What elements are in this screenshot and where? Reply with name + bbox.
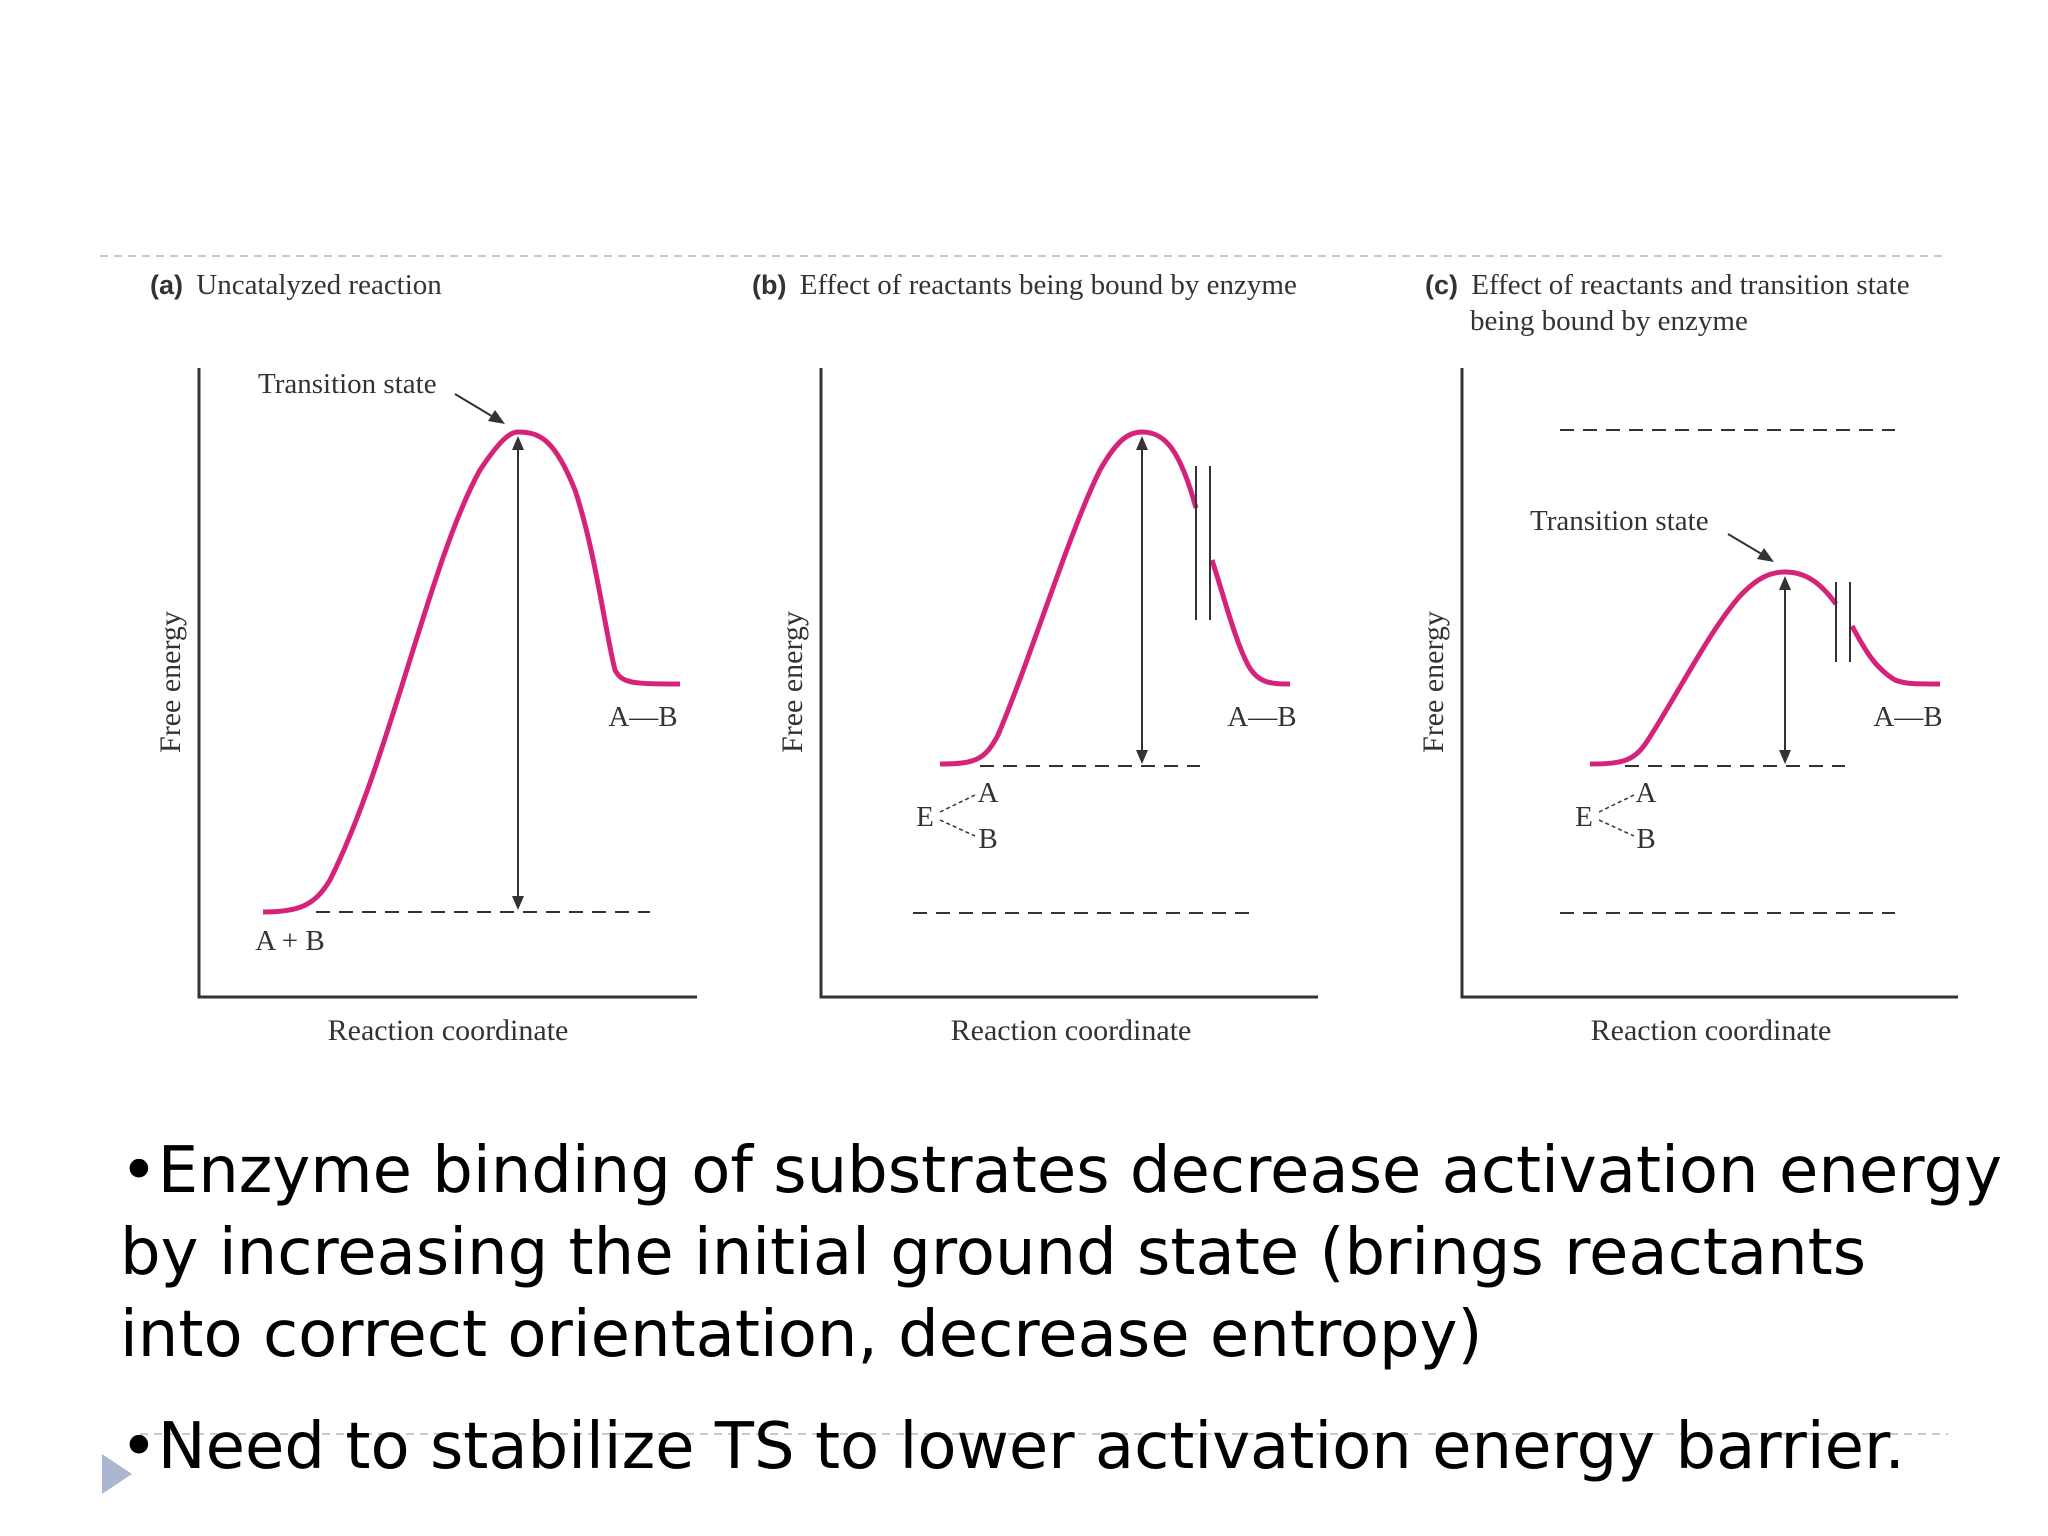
- slide-arrow-icon: [102, 1454, 132, 1494]
- panel-b-complex-bond: [939, 819, 976, 837]
- panel-a-x-axis-label: Reaction coordinate: [328, 1014, 569, 1047]
- panel-b-x-axis-label: Reaction coordinate: [951, 1014, 1192, 1047]
- panel-c-x-axis-label: Reaction coordinate: [1591, 1014, 1832, 1047]
- panel-b-y-axis-label: Free energy: [776, 611, 809, 753]
- panel-c-transition-pointer-head: [1757, 548, 1774, 562]
- panel-b-complex-e: E: [916, 801, 934, 833]
- panel-b-title: (b) Effect of reactants being bound by e…: [752, 269, 1297, 301]
- panel-c-arrow-head-down: [1779, 750, 1791, 764]
- panel-a-transition-pointer: [454, 393, 496, 419]
- panel-c-complex-e: E: [1575, 801, 1593, 833]
- panel-a-transition-pointer-head: [488, 410, 505, 424]
- panel-b-complex-bond: [939, 794, 976, 813]
- panel-b-energy-curve: [939, 429, 1199, 767]
- panel-b: (b) Effect of reactants being bound by e…: [752, 269, 1318, 1047]
- panel-c-energy-curve: [1589, 569, 1839, 767]
- panel-b-complex-a: A: [978, 777, 999, 809]
- panel-c-complex-a: A: [1636, 777, 1657, 809]
- panel-b-arrow-head-down: [1136, 750, 1148, 764]
- panel-a-title: (a) Uncatalyzed reaction: [150, 269, 442, 301]
- panel-a-reactant-label: A + B: [255, 925, 325, 957]
- panel-b-axes: [819, 368, 1318, 999]
- panel-c-complex-bond: [1598, 819, 1635, 837]
- panel-c-axes: [1460, 368, 1958, 999]
- panel-a-transition-state-label: Transition state: [258, 368, 437, 400]
- panel-c-title-line-2: being bound by enzyme: [1470, 305, 1748, 337]
- panel-c-transition-pointer: [1727, 533, 1766, 557]
- panel-c-title: (c) Effect of reactants and transition s…: [1425, 269, 1910, 301]
- panel-b-arrow-head-up: [1136, 436, 1148, 450]
- panel-a: (a) Uncatalyzed reaction Free energy Rea…: [150, 269, 697, 1047]
- panel-a-y-axis-label: Free energy: [154, 611, 187, 753]
- panel-c-y-axis-label: Free energy: [1417, 611, 1450, 753]
- panel-c: (c) Effect of reactants and transition s…: [1417, 269, 1958, 1047]
- panel-b-complex-b: B: [978, 823, 997, 855]
- panel-b-product-label: A—B: [1227, 701, 1296, 733]
- panel-c-complex-b: B: [1636, 823, 1655, 855]
- panel-a-product-label: A—B: [608, 701, 677, 733]
- panel-c-energy-curve-tail: [1849, 624, 1941, 687]
- panel-c-product-label: A—B: [1873, 701, 1942, 733]
- panel-c-complex-bond: [1598, 794, 1635, 813]
- panel-a-arrow-head-down: [512, 896, 524, 910]
- panel-a-arrow-head-up: [512, 436, 524, 450]
- panel-c-transition-state-label: Transition state: [1530, 505, 1709, 537]
- panel-a-axes: [197, 368, 697, 999]
- panel-b-energy-curve-tail: [1209, 559, 1291, 687]
- panel-a-energy-curve: [262, 429, 681, 915]
- panel-c-arrow-head-up: [1779, 576, 1791, 590]
